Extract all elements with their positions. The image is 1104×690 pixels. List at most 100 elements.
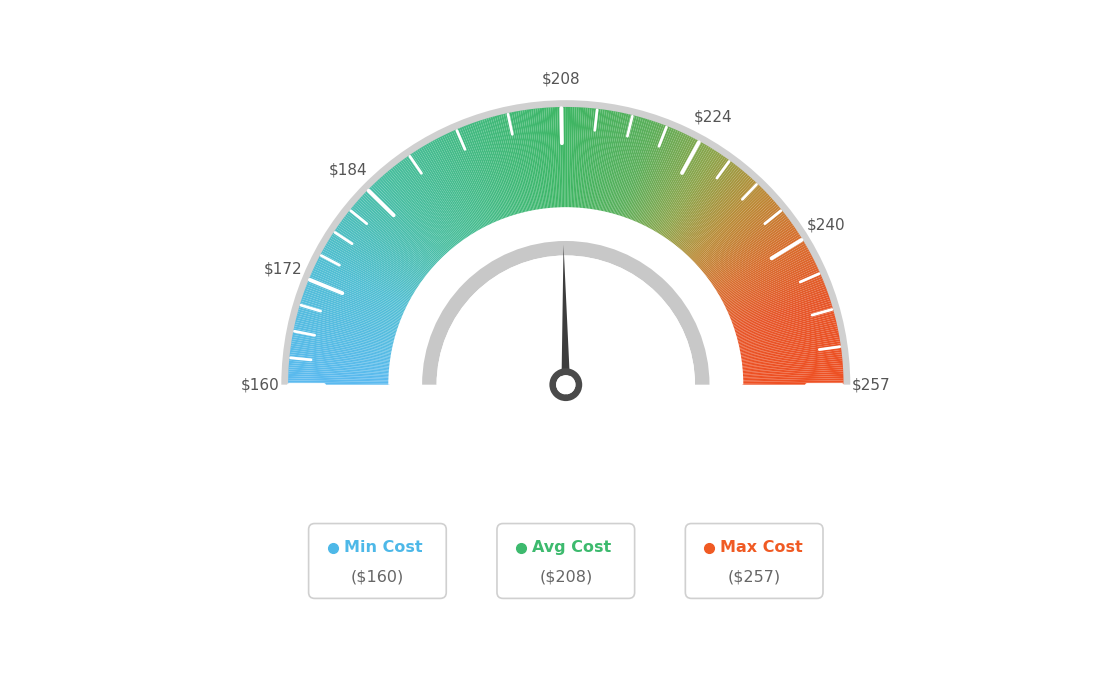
Wedge shape xyxy=(730,284,826,322)
Wedge shape xyxy=(363,193,438,264)
Wedge shape xyxy=(677,169,743,249)
Wedge shape xyxy=(540,108,551,209)
Wedge shape xyxy=(312,268,405,312)
Wedge shape xyxy=(733,299,830,331)
Text: Avg Cost: Avg Cost xyxy=(532,540,612,555)
Wedge shape xyxy=(432,140,482,230)
Wedge shape xyxy=(372,184,444,258)
Wedge shape xyxy=(742,382,843,385)
Wedge shape xyxy=(296,315,395,342)
Wedge shape xyxy=(304,290,400,326)
Wedge shape xyxy=(608,115,635,214)
Text: $172: $172 xyxy=(264,262,302,277)
Wedge shape xyxy=(321,251,412,301)
Wedge shape xyxy=(643,135,688,226)
Wedge shape xyxy=(742,378,843,382)
Wedge shape xyxy=(476,121,510,218)
Wedge shape xyxy=(359,198,435,267)
Wedge shape xyxy=(290,350,391,364)
Wedge shape xyxy=(577,108,585,209)
Wedge shape xyxy=(683,178,753,255)
Wedge shape xyxy=(660,150,716,237)
Wedge shape xyxy=(742,365,843,373)
Wedge shape xyxy=(601,112,623,212)
Wedge shape xyxy=(436,255,696,385)
Wedge shape xyxy=(343,216,426,279)
Wedge shape xyxy=(529,109,543,210)
Wedge shape xyxy=(690,188,764,261)
Wedge shape xyxy=(742,376,843,380)
Wedge shape xyxy=(617,119,649,217)
Wedge shape xyxy=(588,109,603,210)
Wedge shape xyxy=(583,108,594,209)
Wedge shape xyxy=(732,293,828,328)
Wedge shape xyxy=(310,275,404,316)
Wedge shape xyxy=(531,109,545,210)
Wedge shape xyxy=(288,374,390,379)
Wedge shape xyxy=(562,107,564,208)
Wedge shape xyxy=(702,209,783,275)
Wedge shape xyxy=(379,178,448,255)
Wedge shape xyxy=(385,172,453,250)
Wedge shape xyxy=(290,346,391,361)
Wedge shape xyxy=(535,108,548,210)
Wedge shape xyxy=(688,184,760,258)
Wedge shape xyxy=(602,112,624,213)
Wedge shape xyxy=(508,112,530,213)
Wedge shape xyxy=(293,335,392,355)
Wedge shape xyxy=(442,135,488,227)
Wedge shape xyxy=(546,108,554,209)
Wedge shape xyxy=(741,346,841,361)
Wedge shape xyxy=(742,369,843,376)
Wedge shape xyxy=(309,277,403,317)
Wedge shape xyxy=(616,119,647,216)
Wedge shape xyxy=(604,114,628,213)
Wedge shape xyxy=(659,149,714,236)
Wedge shape xyxy=(538,108,549,209)
Wedge shape xyxy=(360,196,436,266)
Wedge shape xyxy=(338,225,422,284)
Wedge shape xyxy=(426,144,478,233)
Wedge shape xyxy=(289,359,391,369)
Wedge shape xyxy=(697,198,773,267)
Wedge shape xyxy=(721,253,811,302)
Wedge shape xyxy=(468,124,505,219)
Wedge shape xyxy=(492,116,521,215)
Wedge shape xyxy=(544,108,553,209)
Wedge shape xyxy=(724,264,817,310)
Wedge shape xyxy=(742,374,843,379)
Wedge shape xyxy=(720,251,810,301)
Wedge shape xyxy=(735,309,834,338)
Wedge shape xyxy=(301,299,399,331)
Wedge shape xyxy=(320,253,411,302)
Wedge shape xyxy=(456,129,497,223)
Wedge shape xyxy=(407,155,467,239)
Wedge shape xyxy=(573,107,578,208)
Wedge shape xyxy=(304,293,400,328)
Wedge shape xyxy=(741,350,841,364)
Wedge shape xyxy=(294,328,393,351)
Wedge shape xyxy=(658,148,713,235)
Wedge shape xyxy=(401,160,463,243)
Wedge shape xyxy=(702,208,782,273)
Wedge shape xyxy=(739,328,838,351)
Wedge shape xyxy=(317,261,408,307)
Wedge shape xyxy=(740,337,840,356)
Wedge shape xyxy=(707,218,789,280)
Wedge shape xyxy=(715,238,803,293)
Wedge shape xyxy=(712,228,797,287)
Wedge shape xyxy=(572,107,576,208)
Wedge shape xyxy=(364,191,439,263)
Wedge shape xyxy=(591,110,607,210)
Wedge shape xyxy=(394,165,458,246)
Text: Min Cost: Min Cost xyxy=(343,540,422,555)
Wedge shape xyxy=(350,208,429,273)
Wedge shape xyxy=(565,107,567,208)
Wedge shape xyxy=(634,128,675,222)
Wedge shape xyxy=(306,284,402,322)
Wedge shape xyxy=(731,288,827,325)
Wedge shape xyxy=(370,187,442,260)
Wedge shape xyxy=(622,121,656,218)
Wedge shape xyxy=(291,337,392,356)
Wedge shape xyxy=(509,112,531,212)
